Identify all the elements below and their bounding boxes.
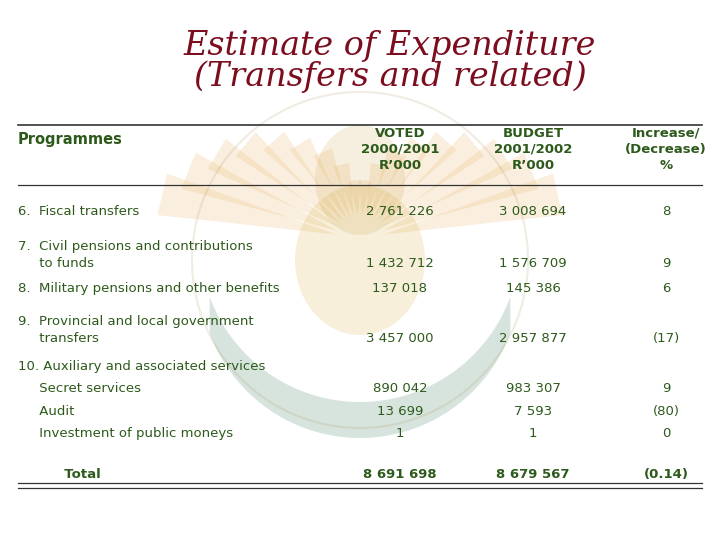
Text: Secret services: Secret services [18,382,141,395]
Text: 9: 9 [662,257,670,270]
Text: 8 679 567: 8 679 567 [496,468,570,481]
Text: Increase/
(Decrease)
%: Increase/ (Decrease) % [625,127,707,172]
Bar [0,0,720,125]
Text: 1: 1 [528,427,537,440]
Polygon shape [264,132,343,221]
Text: 1 432 712: 1 432 712 [366,257,434,270]
Ellipse shape [295,185,425,335]
Polygon shape [370,148,407,217]
Text: 3 008 694: 3 008 694 [500,205,567,218]
Text: 0: 0 [662,427,670,440]
Text: 10. Auxiliary and associated services: 10. Auxiliary and associated services [18,360,266,373]
Text: BUDGET
2001/2002
R’000: BUDGET 2001/2002 R’000 [494,127,572,172]
Text: to funds: to funds [18,257,94,270]
Text: 9.  Provincial and local government: 9. Provincial and local government [18,315,253,328]
Text: 1 576 709: 1 576 709 [499,257,567,270]
Text: Audit: Audit [18,405,74,418]
Text: 2 957 877: 2 957 877 [499,332,567,345]
Polygon shape [290,138,347,219]
Text: Total: Total [18,468,101,481]
Polygon shape [158,173,336,234]
Text: (80): (80) [652,405,680,418]
Polygon shape [373,138,430,219]
Text: Investment of public moneys: Investment of public moneys [18,427,233,440]
Text: Estimate of Expenditure: Estimate of Expenditure [184,30,596,62]
Text: VOTED
2000/2001
R’000: VOTED 2000/2001 R’000 [361,127,439,172]
Polygon shape [208,139,338,227]
Polygon shape [382,139,512,227]
Text: 137 018: 137 018 [372,282,428,295]
Text: 6: 6 [662,282,670,295]
Polygon shape [377,132,456,221]
Text: 1: 1 [396,427,404,440]
Text: 7.  Civil pensions and contributions: 7. Civil pensions and contributions [18,240,253,253]
Text: (Transfers and related): (Transfers and related) [194,60,586,93]
Text: Programmes: Programmes [18,132,123,147]
Text: 6.  Fiscal transfers: 6. Fiscal transfers [18,205,139,218]
Text: 7 593: 7 593 [514,405,552,418]
Text: 2 761 226: 2 761 226 [366,205,434,218]
Text: 9: 9 [662,382,670,395]
Polygon shape [379,132,485,224]
Polygon shape [181,153,337,231]
Text: 8: 8 [662,205,670,218]
Text: (0.14): (0.14) [644,468,688,481]
Ellipse shape [315,125,405,235]
Polygon shape [348,180,361,215]
Text: 8 691 698: 8 691 698 [363,468,437,481]
Polygon shape [359,180,372,215]
Polygon shape [366,163,387,216]
Polygon shape [235,132,341,224]
Text: 145 386: 145 386 [505,282,560,295]
Text: 3 457 000: 3 457 000 [366,332,433,345]
Polygon shape [313,148,350,217]
Text: 983 307: 983 307 [505,382,560,395]
Polygon shape [384,173,562,234]
Text: (17): (17) [652,332,680,345]
Text: 890 042: 890 042 [373,382,427,395]
Text: 8.  Military pensions and other benefits: 8. Military pensions and other benefits [18,282,279,295]
Polygon shape [333,163,354,216]
Text: transfers: transfers [18,332,99,345]
Text: 13 699: 13 699 [377,405,423,418]
Polygon shape [383,153,539,231]
